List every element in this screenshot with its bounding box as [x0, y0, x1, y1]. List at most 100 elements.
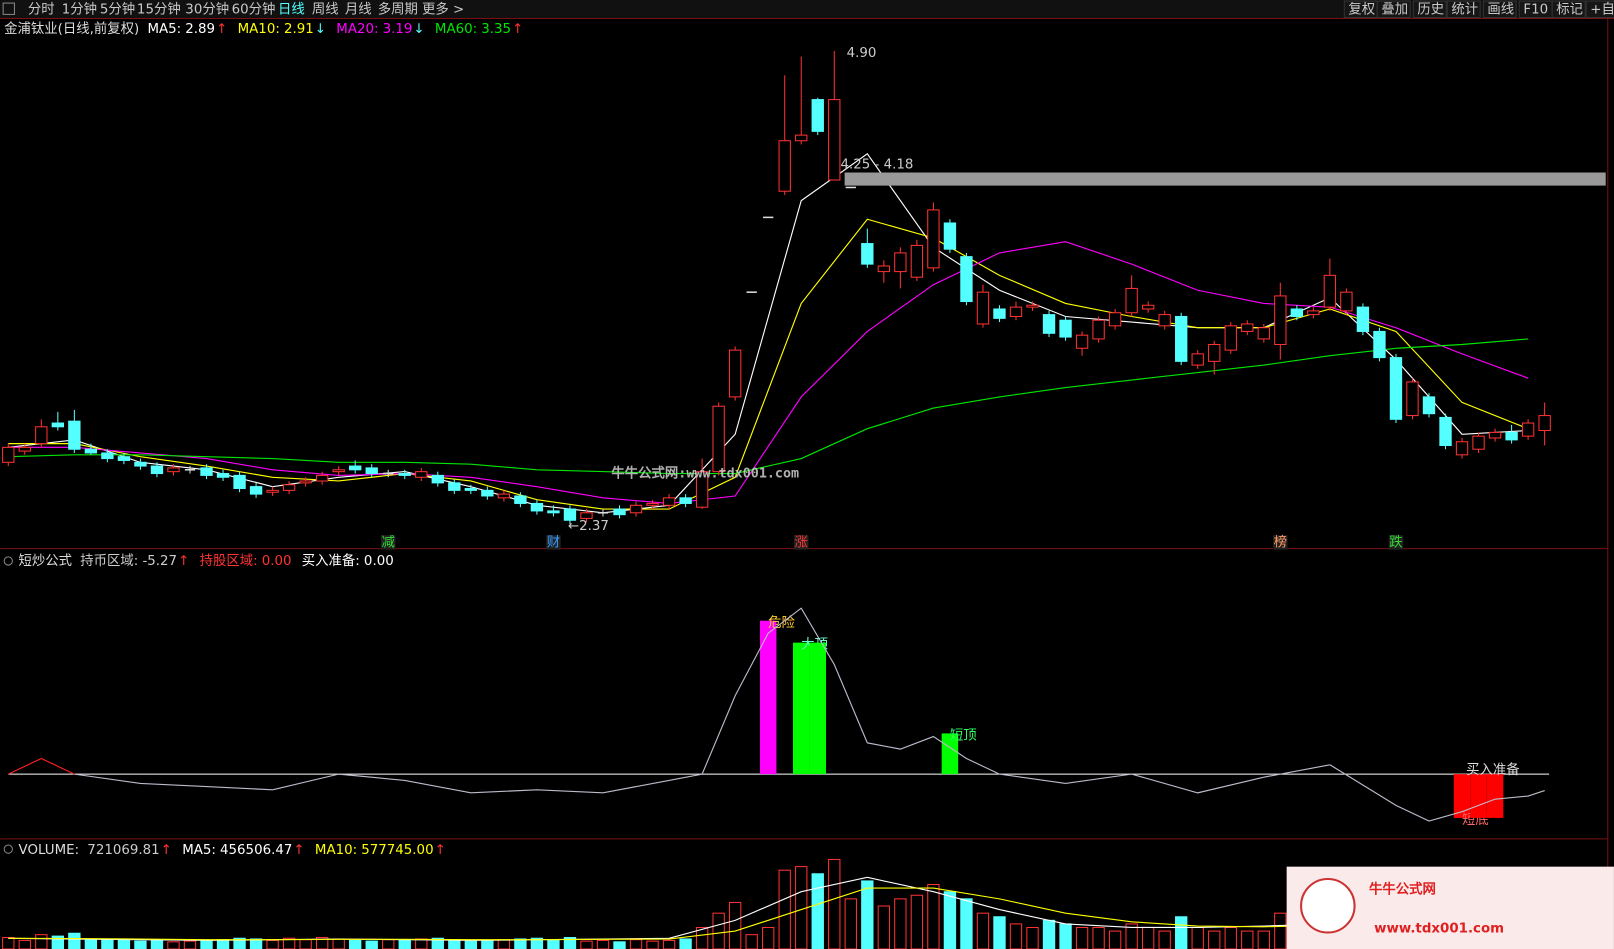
candle-body [497, 493, 511, 499]
volume-bar [134, 940, 147, 949]
candle-body [1108, 312, 1122, 327]
volume-bar [497, 939, 511, 949]
toolbar-button[interactable] [1446, 0, 1481, 19]
event-marker-bg [546, 535, 561, 550]
toolbar-button-label[interactable]: 复权 [1348, 0, 1375, 17]
volume-bar [844, 898, 857, 949]
gap-label: 4.25 - 4.18 [841, 157, 914, 172]
legend-arrow: ↑ [512, 22, 523, 37]
candle-body [365, 467, 378, 475]
indicator-line [8, 757, 75, 775]
candle-body [712, 405, 725, 473]
toolbar-button-label[interactable]: 统计 [1451, 1, 1478, 17]
candle-body [976, 291, 990, 325]
candle-body [679, 497, 692, 504]
volume-bar [216, 939, 230, 949]
candle-body [530, 502, 544, 512]
candle-body [249, 486, 263, 495]
candle-body [1323, 274, 1337, 308]
volume-bar [101, 939, 114, 949]
candle-body [1389, 357, 1403, 420]
toolbar-item[interactable]: 60分钟 [232, 0, 276, 17]
toolbar-button[interactable] [1551, 0, 1586, 19]
candle-body [1356, 306, 1370, 332]
candle-body [332, 469, 345, 473]
candle-body [943, 222, 957, 250]
toolbar-item[interactable]: 周线 [312, 1, 339, 17]
toolbar-item[interactable]: 日线 [278, 1, 305, 17]
candle-body [877, 265, 891, 273]
candle-body [101, 452, 114, 460]
candle-body [910, 244, 924, 278]
candle-body [2, 446, 15, 463]
toolbar-button-label[interactable]: 叠加 [1381, 1, 1408, 17]
candle-body [216, 473, 230, 478]
toolbar-item[interactable]: 月线 [345, 1, 372, 17]
volume-bar [35, 934, 48, 949]
indicator-line [1131, 773, 1264, 794]
signal-label: 短顶 [950, 727, 977, 743]
legend-name: MA5: [147, 22, 181, 37]
volume-bar [910, 894, 924, 949]
candle-body [1009, 306, 1023, 317]
toolbar-button-label[interactable]: 画线 [1487, 1, 1514, 17]
volume-bar [1108, 930, 1122, 949]
candle-body [481, 489, 494, 497]
toolbar-button-label[interactable]: F10 [1523, 2, 1548, 17]
candle-body [1059, 319, 1072, 338]
candle-body [398, 473, 411, 476]
volume-bar [877, 905, 891, 949]
toolbar-item[interactable]: 5分钟 [100, 0, 135, 17]
volume-bar [679, 938, 692, 949]
candle-body [349, 465, 362, 471]
event-marker-bg [794, 535, 809, 550]
candle-body [927, 209, 940, 269]
candle-body [167, 467, 180, 473]
toolbar-item[interactable]: 更多 > [422, 0, 464, 17]
logo-title: 牛牛公式网 [1369, 880, 1436, 897]
toolbar-button[interactable] [1482, 0, 1517, 19]
toolbar-item[interactable]: 30分钟 [185, 0, 229, 17]
toolbar-button[interactable] [1412, 0, 1447, 19]
volume-bar [811, 873, 824, 949]
volume-bar [332, 938, 345, 949]
candle-body [1373, 330, 1386, 359]
toolbar-item[interactable]: 1分钟 [62, 0, 97, 17]
volume-bar [993, 916, 1006, 949]
legend-name: 持币区域: [80, 553, 138, 569]
event-marker: 跌 [1389, 534, 1402, 550]
volume-bar [927, 884, 940, 949]
toolbar-item[interactable]: 15分钟 [137, 0, 181, 17]
event-marker: 财 [547, 534, 560, 550]
volume-bar [1241, 930, 1254, 949]
toolbar-button[interactable] [1376, 0, 1411, 19]
volume-bar [1175, 916, 1188, 949]
volume-bar [464, 940, 478, 949]
toolbar-button[interactable] [1585, 0, 1614, 19]
panel-title: VOLUME: [19, 843, 80, 858]
candle-body [1455, 441, 1469, 456]
legend-value: 0.00 [262, 554, 292, 569]
toolbar-item[interactable]: 分时 [28, 1, 55, 17]
candle-body [1224, 325, 1237, 351]
candle-body [828, 99, 841, 181]
legend-arrow: ↑ [216, 22, 227, 37]
legend-arrow: ↑ [178, 554, 189, 569]
volume-bar [646, 940, 659, 949]
toolbar-button-label[interactable]: 标记 [1556, 1, 1583, 17]
signal-bar [809, 642, 826, 775]
toolbar-item[interactable]: 多周期 [378, 0, 418, 17]
panel-title: 金浦钛业(日线,前复权) [4, 20, 139, 37]
toolbar-button-label[interactable]: +自选 [1590, 1, 1614, 17]
candle-body [1422, 396, 1436, 415]
volume-bar [547, 939, 560, 949]
toolbar-button-label[interactable]: 历史 [1417, 1, 1444, 17]
legend-value: 721069.81 [87, 843, 159, 858]
candle-body [728, 349, 742, 398]
volume-bar [662, 939, 676, 949]
volume-bar [960, 898, 973, 949]
signal-bar [1453, 774, 1471, 818]
signal-bar [1486, 774, 1504, 818]
candle-body [1075, 334, 1089, 349]
